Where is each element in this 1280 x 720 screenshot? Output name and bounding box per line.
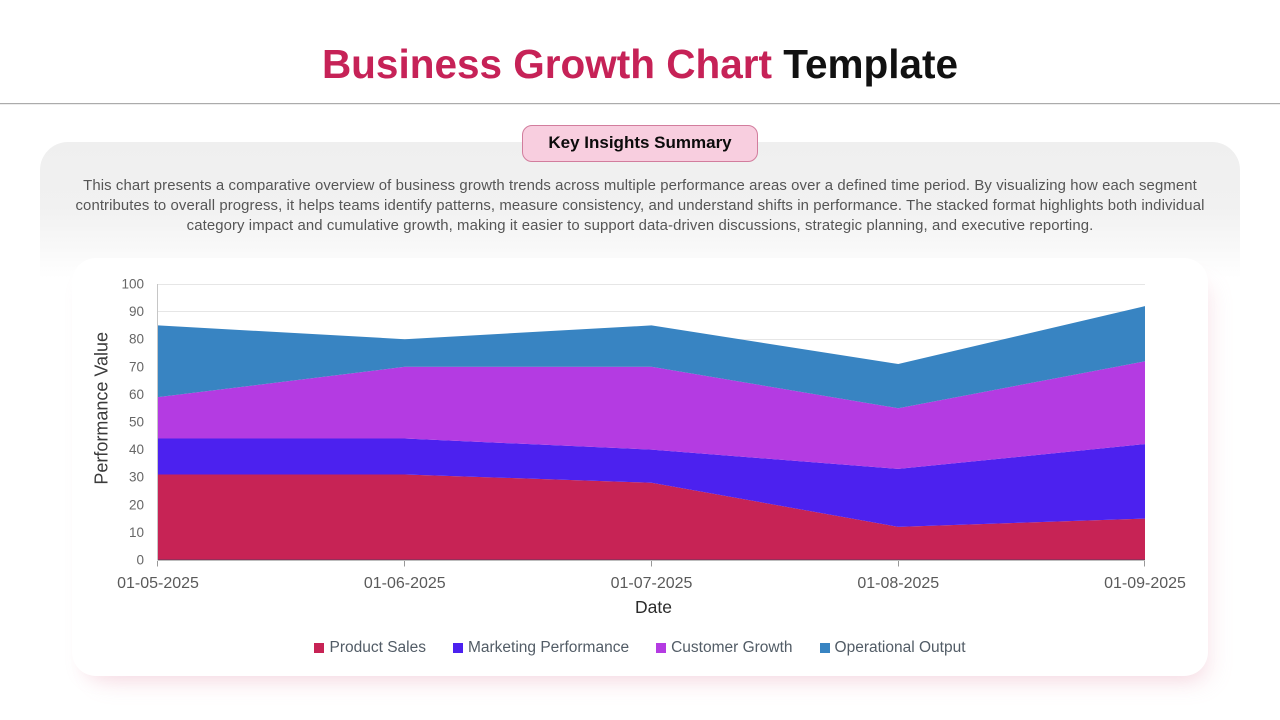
svg-text:01-06-2025: 01-06-2025 bbox=[364, 575, 446, 592]
svg-text:100: 100 bbox=[121, 277, 144, 292]
svg-text:70: 70 bbox=[129, 359, 144, 374]
svg-text:40: 40 bbox=[129, 442, 144, 457]
svg-text:30: 30 bbox=[129, 470, 144, 485]
svg-text:01-09-2025: 01-09-2025 bbox=[1104, 575, 1186, 592]
svg-text:60: 60 bbox=[129, 387, 144, 402]
svg-text:0: 0 bbox=[136, 553, 144, 568]
svg-text:Date: Date bbox=[635, 597, 672, 617]
svg-text:50: 50 bbox=[129, 415, 144, 430]
svg-text:01-07-2025: 01-07-2025 bbox=[611, 575, 693, 592]
svg-text:01-08-2025: 01-08-2025 bbox=[857, 575, 939, 592]
svg-text:Performance Value: Performance Value bbox=[92, 332, 112, 485]
svg-text:80: 80 bbox=[129, 332, 144, 347]
svg-text:10: 10 bbox=[129, 525, 144, 540]
svg-text:90: 90 bbox=[129, 304, 144, 319]
svg-text:20: 20 bbox=[129, 497, 144, 512]
svg-text:01-05-2025: 01-05-2025 bbox=[117, 575, 199, 592]
